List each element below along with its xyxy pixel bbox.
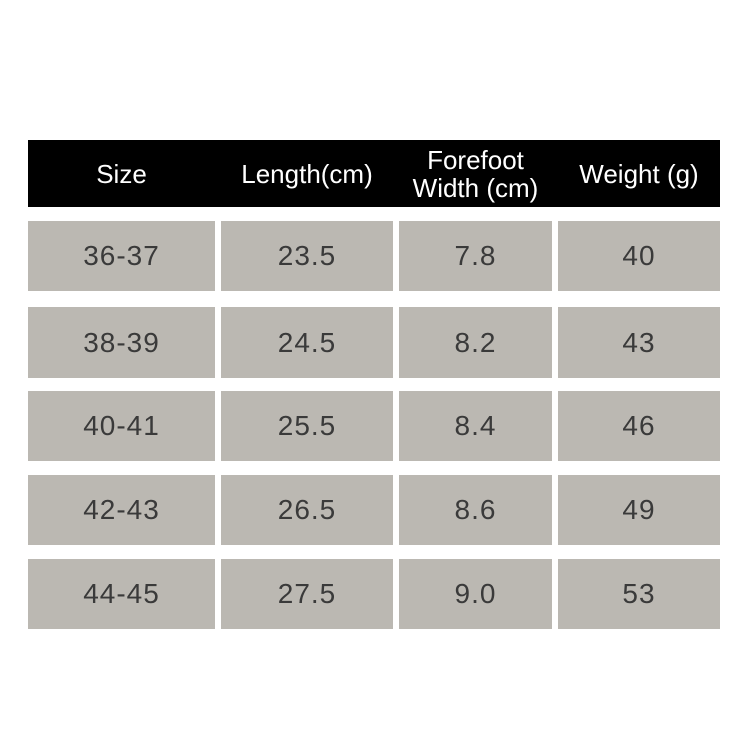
table-cell: 44-45	[28, 559, 215, 629]
table-cell: 40	[558, 221, 720, 291]
table-cell: 9.0	[399, 559, 552, 629]
table-cell: 25.5	[221, 391, 393, 461]
table-cell: 24.5	[221, 307, 393, 378]
table-cell: 49	[558, 475, 720, 545]
table-cell: 53	[558, 559, 720, 629]
table-cell: 42-43	[28, 475, 215, 545]
header-bar	[28, 140, 720, 207]
header-cell: Size	[96, 158, 147, 189]
header-cell: Forefoot Width (cm)	[412, 144, 539, 203]
table-cell: 43	[558, 307, 720, 378]
table-cell: 38-39	[28, 307, 215, 378]
header-cell: Length(cm)	[241, 158, 373, 189]
table-cell: 46	[558, 391, 720, 461]
table-cell: 23.5	[221, 221, 393, 291]
header-cell: Weight (g)	[579, 158, 699, 189]
table-cell: 8.6	[399, 475, 552, 545]
table-cell: 40-41	[28, 391, 215, 461]
table-cell: 7.8	[399, 221, 552, 291]
table-cell: 8.2	[399, 307, 552, 378]
table-cell: 8.4	[399, 391, 552, 461]
table-cell: 26.5	[221, 475, 393, 545]
table-cell: 27.5	[221, 559, 393, 629]
table-cell: 36-37	[28, 221, 215, 291]
